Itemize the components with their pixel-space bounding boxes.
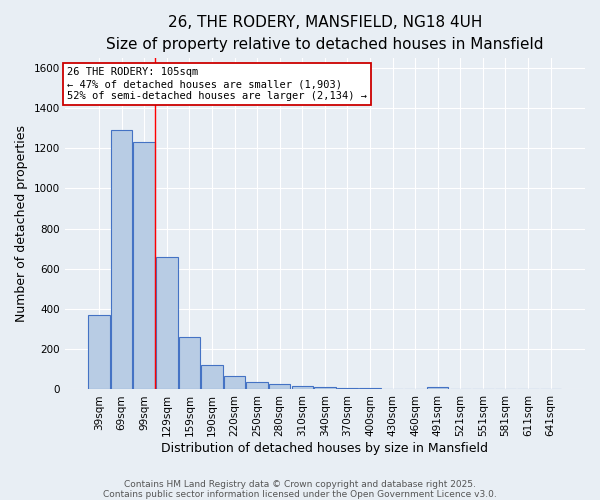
Bar bbox=[314, 388, 335, 390]
Bar bbox=[269, 384, 290, 390]
Bar bbox=[427, 387, 448, 390]
Bar bbox=[156, 256, 178, 390]
Y-axis label: Number of detached properties: Number of detached properties bbox=[15, 125, 28, 322]
Text: Contains HM Land Registry data © Crown copyright and database right 2025.
Contai: Contains HM Land Registry data © Crown c… bbox=[103, 480, 497, 499]
Bar bbox=[359, 388, 381, 390]
Bar bbox=[247, 382, 268, 390]
Title: 26, THE RODERY, MANSFIELD, NG18 4UH
Size of property relative to detached houses: 26, THE RODERY, MANSFIELD, NG18 4UH Size… bbox=[106, 15, 544, 52]
Bar bbox=[111, 130, 133, 390]
Bar bbox=[88, 315, 110, 390]
Bar bbox=[337, 388, 358, 390]
X-axis label: Distribution of detached houses by size in Mansfield: Distribution of detached houses by size … bbox=[161, 442, 488, 455]
Bar bbox=[201, 366, 223, 390]
Text: 26 THE RODERY: 105sqm
← 47% of detached houses are smaller (1,903)
52% of semi-d: 26 THE RODERY: 105sqm ← 47% of detached … bbox=[67, 68, 367, 100]
Bar bbox=[224, 376, 245, 390]
Bar bbox=[292, 386, 313, 390]
Bar bbox=[179, 337, 200, 390]
Bar bbox=[133, 142, 155, 390]
